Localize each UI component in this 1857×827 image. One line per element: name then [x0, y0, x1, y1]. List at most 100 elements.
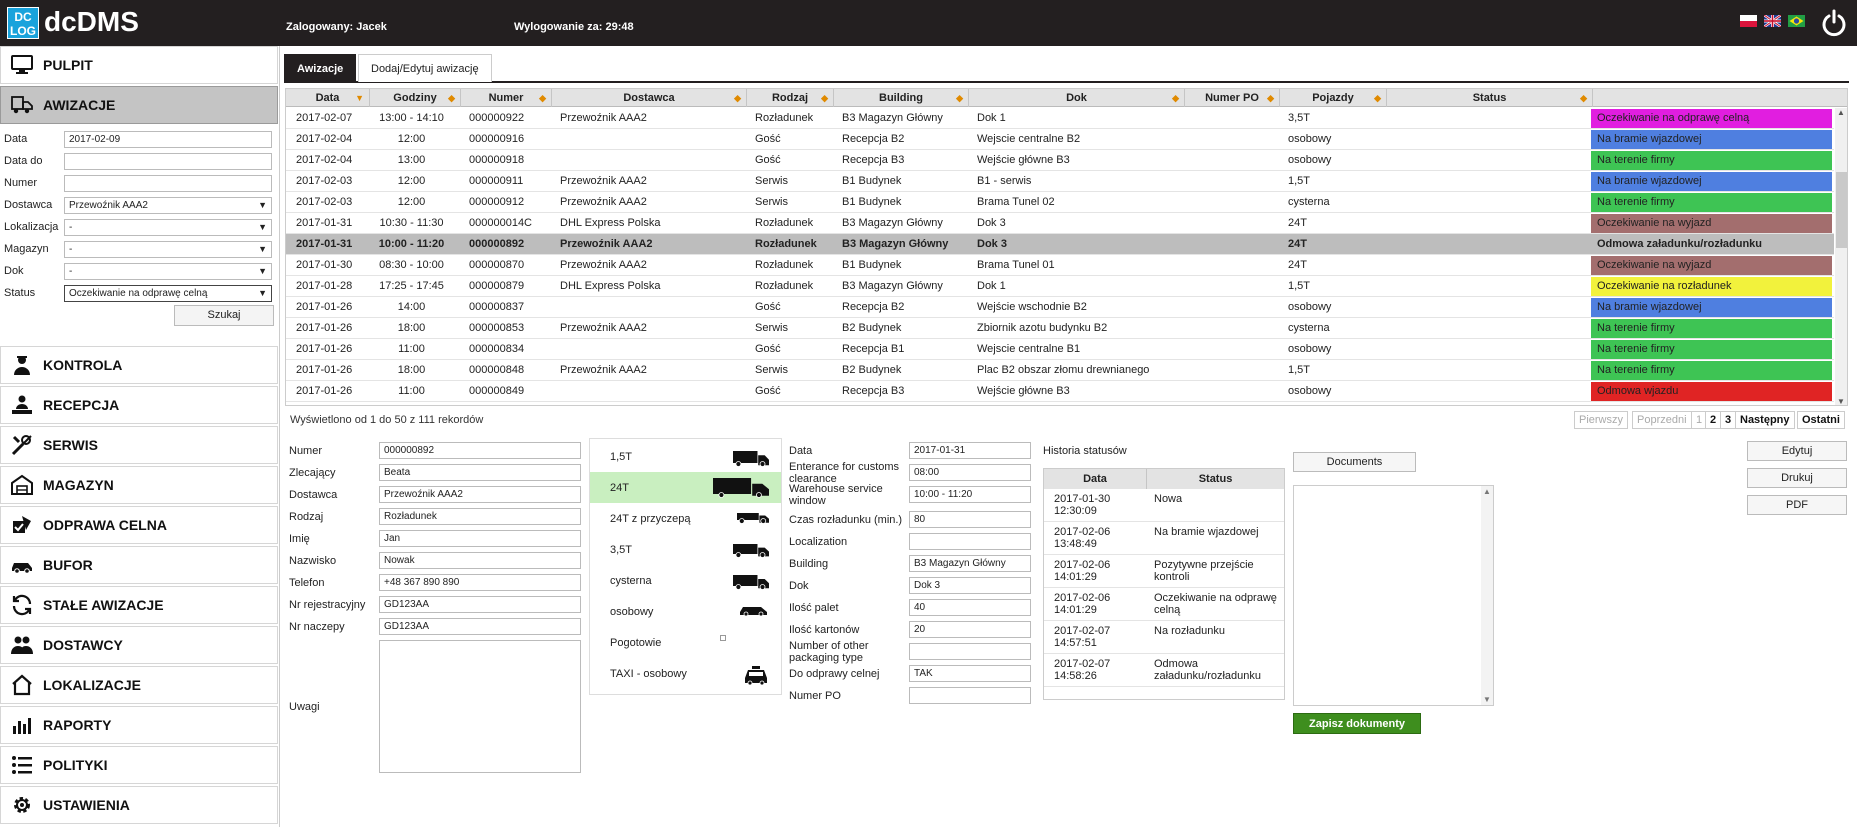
vehicle-option[interactable]: cysterna: [590, 565, 781, 596]
filter-input[interactable]: 2017-02-09: [64, 130, 272, 148]
scroll-down-icon[interactable]: ▼: [1837, 397, 1845, 406]
column-header[interactable]: Rodzaj ◆: [747, 89, 834, 107]
print-button[interactable]: Drukuj: [1747, 468, 1847, 488]
detail-field[interactable]: [909, 533, 1031, 550]
column-header[interactable]: Godziny ◆: [370, 89, 461, 107]
sort-icon[interactable]: ◆: [1580, 93, 1587, 103]
table-row[interactable]: 2017-01-31 10:30 - 11:30 000000014C DHL Exp…: [286, 213, 1834, 234]
detail-field[interactable]: Przewoźnik AAA2: [379, 486, 581, 503]
filter-input[interactable]: [64, 152, 272, 170]
save-documents-button[interactable]: Zapisz dokumenty: [1293, 713, 1421, 734]
pager-następny[interactable]: Następny: [1735, 411, 1795, 429]
sidebar-item-magazyn[interactable]: MAGAZYN: [0, 466, 278, 504]
tab-awizacje[interactable]: Awizacje: [284, 54, 357, 82]
sidebar-item-awizacje[interactable]: AWIZACJE: [0, 86, 278, 124]
sidebar-item-polityki[interactable]: POLITYKI: [0, 746, 278, 784]
filter-select[interactable]: - ▼: [64, 262, 272, 280]
sidebar-item-kontrola[interactable]: KONTROLA: [0, 346, 278, 384]
detail-field[interactable]: 2017-01-31: [909, 442, 1031, 459]
scrollbar-thumb[interactable]: [1836, 172, 1847, 248]
sidebar-item-odprawa-celna[interactable]: ODPRAWA CELNA: [0, 506, 278, 544]
detail-field[interactable]: TAK: [909, 665, 1031, 682]
filter-select[interactable]: - ▼: [64, 240, 272, 258]
column-header[interactable]: Dok ◆: [969, 89, 1185, 107]
detail-field[interactable]: 08:00: [909, 464, 1031, 481]
filter-select[interactable]: Przewoźnik AAA2 ▼: [64, 196, 272, 214]
documents-area[interactable]: ▲ ▼: [1293, 485, 1494, 706]
tab-add-edit[interactable]: Dodaj/Edytuj awizację: [358, 54, 492, 82]
vehicle-option[interactable]: 1,5T: [590, 441, 781, 472]
grid-scrollbar[interactable]: ▲ ▼: [1835, 108, 1847, 406]
sidebar-item-serwis[interactable]: SERWIS: [0, 426, 278, 464]
table-row[interactable]: 2017-02-07 13:00 - 14:10 000000922 Przewoźn…: [286, 108, 1834, 129]
pdf-button[interactable]: PDF: [1747, 495, 1847, 515]
table-row[interactable]: 2017-02-04 13:00 000000918 Gość Recepcja B3 W…: [286, 150, 1834, 171]
vehicle-option[interactable]: Pogotowie: [590, 627, 781, 658]
detail-field[interactable]: 000000892: [379, 442, 581, 459]
search-button[interactable]: Szukaj: [174, 305, 274, 326]
sort-desc-icon[interactable]: ▼: [355, 93, 364, 103]
sidebar-item-pulpit[interactable]: PULPIT: [0, 46, 278, 84]
detail-field[interactable]: B3 Magazyn Główny: [909, 555, 1031, 572]
sidebar-item-stałe-awizacje[interactable]: STAŁE AWIZACJE: [0, 586, 278, 624]
detail-field[interactable]: GD123AA: [379, 596, 581, 613]
table-row[interactable]: 2017-02-04 12:00 000000916 Gość Recepcja B2 W…: [286, 129, 1834, 150]
sidebar-item-lokalizacje[interactable]: LOKALIZACJE: [0, 666, 278, 704]
detail-field[interactable]: [909, 643, 1031, 660]
filter-select[interactable]: Oczekiwanie na odprawę celną ▼: [64, 284, 272, 302]
detail-field[interactable]: Jan: [379, 530, 581, 547]
sort-icon[interactable]: ◆: [1172, 93, 1179, 103]
table-row[interactable]: 2017-01-31 10:00 - 11:20 000000892 Przewoźn…: [286, 234, 1834, 255]
detail-field[interactable]: 80: [909, 511, 1031, 528]
vehicle-option[interactable]: 24T z przyczepą: [590, 503, 781, 534]
detail-field[interactable]: 20: [909, 621, 1031, 638]
detail-field[interactable]: GD123AA: [379, 618, 581, 635]
scroll-down-icon[interactable]: ▼: [1483, 695, 1491, 704]
sort-icon[interactable]: ◆: [734, 93, 741, 103]
sort-icon[interactable]: ◆: [821, 93, 828, 103]
column-header[interactable]: Building ◆: [834, 89, 969, 107]
detail-field[interactable]: Rozładunek: [379, 508, 581, 525]
table-row[interactable]: 2017-01-26 18:00 000000848 Przewoźnik AAA2 S…: [286, 360, 1834, 381]
column-header[interactable]: Numer PO ◆: [1185, 89, 1280, 107]
column-header[interactable]: Status ◆: [1387, 89, 1593, 107]
polish-flag-icon[interactable]: [1740, 15, 1757, 27]
pager-pierwszy[interactable]: Pierwszy: [1574, 411, 1629, 429]
sidebar-item-bufor[interactable]: BUFOR: [0, 546, 278, 584]
filter-select[interactable]: - ▼: [64, 218, 272, 236]
filter-input[interactable]: [64, 174, 272, 192]
detail-field[interactable]: Nowak: [379, 552, 581, 569]
brazil-flag-icon[interactable]: [1788, 15, 1805, 27]
sort-icon[interactable]: ◆: [956, 93, 963, 103]
table-row[interactable]: 2017-01-26 11:00 000000834 Gość Recepcja B1 W…: [286, 339, 1834, 360]
table-row[interactable]: 2017-02-03 12:00 000000912 Przewoźnik AAA2 S…: [286, 192, 1834, 213]
sidebar-item-dostawcy[interactable]: DOSTAWCY: [0, 626, 278, 664]
sidebar-item-raporty[interactable]: RAPORTY: [0, 706, 278, 744]
column-header[interactable]: Dostawca ◆: [552, 89, 747, 107]
uwagi-textarea[interactable]: [379, 640, 581, 773]
column-header[interactable]: Pojazdy ◆: [1280, 89, 1387, 107]
detail-field[interactable]: Beata: [379, 464, 581, 481]
sort-icon[interactable]: ◆: [539, 93, 546, 103]
sort-icon[interactable]: ◆: [448, 93, 455, 103]
documents-scrollbar[interactable]: ▲ ▼: [1481, 486, 1493, 705]
detail-field[interactable]: 40: [909, 599, 1031, 616]
table-row[interactable]: 2017-01-28 17:25 - 17:45 000000879 DHL Expr…: [286, 276, 1834, 297]
vehicle-option[interactable]: 24T: [590, 472, 781, 503]
sidebar-item-ustawienia[interactable]: USTAWIENIA: [0, 786, 278, 824]
documents-button[interactable]: Documents: [1293, 452, 1416, 472]
pager-3[interactable]: 3: [1720, 411, 1737, 429]
detail-field[interactable]: +48 367 890 890: [379, 574, 581, 591]
vehicle-option[interactable]: 3,5T: [590, 534, 781, 565]
scroll-up-icon[interactable]: ▲: [1483, 487, 1491, 496]
sidebar-item-recepcja[interactable]: RECEPCJA: [0, 386, 278, 424]
sort-icon[interactable]: ◆: [1374, 93, 1381, 103]
power-icon[interactable]: [1820, 9, 1848, 37]
detail-field[interactable]: [909, 687, 1031, 704]
table-row[interactable]: 2017-01-26 14:00 000000837 Gość Recepcja B2 W…: [286, 297, 1834, 318]
table-row[interactable]: 2017-01-30 08:30 - 10:00 000000870 Przewoźn…: [286, 255, 1834, 276]
vehicle-option[interactable]: osobowy: [590, 596, 781, 627]
column-header[interactable]: Numer ◆: [461, 89, 552, 107]
table-row[interactable]: 2017-01-26 18:00 000000853 Przewoźnik AAA2 S…: [286, 318, 1834, 339]
sort-icon[interactable]: ◆: [1267, 93, 1274, 103]
